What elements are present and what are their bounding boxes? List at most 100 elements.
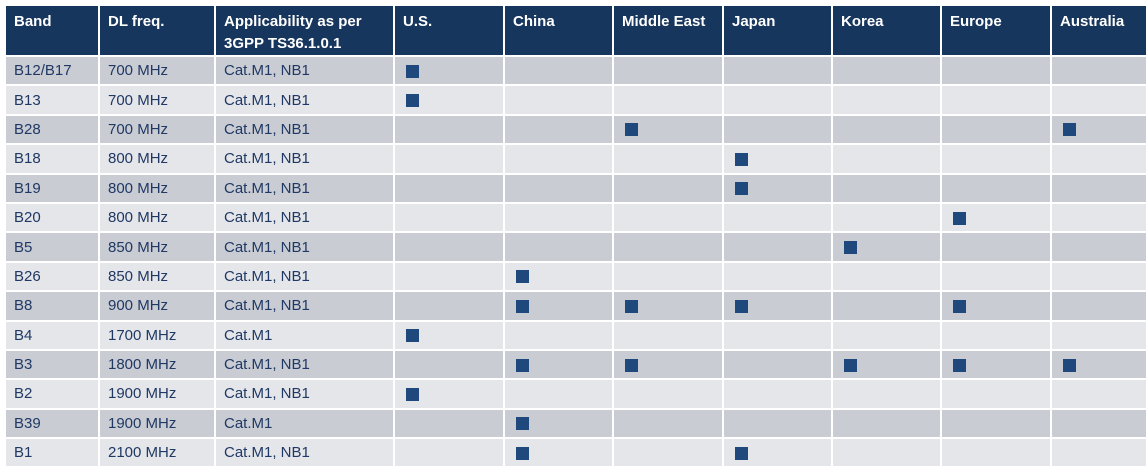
table-row: B5 850 MHz Cat.M1, NB1 — [6, 233, 1146, 261]
region-cell — [833, 115, 940, 144]
table-cell: 1900 MHz — [100, 409, 214, 438]
region-cell — [724, 439, 831, 467]
region-cell — [942, 262, 1050, 291]
region-cell — [614, 86, 722, 114]
region-cell — [614, 174, 722, 202]
region-cell — [1052, 292, 1146, 320]
table-cell: Cat.M1, NB1 — [216, 439, 393, 467]
table-cell: Cat.M1, NB1 — [216, 262, 393, 291]
region-cell — [395, 439, 503, 467]
availability-mark — [406, 94, 419, 108]
region-cell — [614, 380, 722, 408]
table-cell: 800 MHz — [100, 145, 214, 173]
table-cell: 800 MHz — [100, 174, 214, 202]
table-cell: B4 — [6, 321, 98, 349]
column-header: Band — [6, 6, 98, 55]
table-cell: B39 — [6, 409, 98, 438]
region-cell — [614, 321, 722, 349]
region-cell — [724, 292, 831, 320]
region-cell — [395, 86, 503, 114]
column-header: China — [505, 6, 612, 55]
region-cell — [505, 233, 612, 261]
region-cell — [942, 174, 1050, 202]
column-header: Korea — [833, 6, 940, 55]
availability-mark — [844, 358, 857, 372]
region-cell — [724, 321, 831, 349]
table-row: B19 800 MHz Cat.M1, NB1 — [6, 174, 1146, 202]
region-cell — [1052, 380, 1146, 408]
column-header: Australia — [1052, 6, 1146, 55]
region-cell — [505, 321, 612, 349]
region-cell — [505, 115, 612, 144]
table-row: B39 1900 MHz Cat.M1 — [6, 409, 1146, 438]
region-cell — [1052, 174, 1146, 202]
region-cell — [1052, 321, 1146, 349]
region-cell — [395, 57, 503, 85]
region-cell — [395, 145, 503, 173]
region-cell — [1052, 57, 1146, 85]
table-cell: Cat.M1 — [216, 409, 393, 438]
column-header: Japan — [724, 6, 831, 55]
region-cell — [505, 145, 612, 173]
table-row: B1 2100 MHz Cat.M1, NB1 — [6, 439, 1146, 467]
availability-mark — [735, 182, 748, 196]
table-cell: B5 — [6, 233, 98, 261]
region-cell — [505, 203, 612, 232]
table-cell: B12/B17 — [6, 57, 98, 85]
availability-mark — [516, 270, 529, 284]
table-cell: B19 — [6, 174, 98, 202]
availability-mark — [625, 123, 638, 137]
region-cell — [1052, 145, 1146, 173]
table-cell: 850 MHz — [100, 233, 214, 261]
region-cell — [833, 86, 940, 114]
region-cell — [942, 380, 1050, 408]
region-cell — [505, 57, 612, 85]
table-cell: 1900 MHz — [100, 380, 214, 408]
table-cell: B26 — [6, 262, 98, 291]
region-cell — [395, 174, 503, 202]
region-cell — [505, 380, 612, 408]
table-cell: 1800 MHz — [100, 350, 214, 379]
table-cell: 700 MHz — [100, 57, 214, 85]
region-cell — [505, 439, 612, 467]
availability-mark — [953, 299, 966, 313]
region-cell — [505, 262, 612, 291]
region-cell — [724, 174, 831, 202]
region-cell — [1052, 439, 1146, 467]
availability-mark — [406, 329, 419, 343]
table-cell: B8 — [6, 292, 98, 320]
availability-mark — [516, 299, 529, 313]
table-cell: 850 MHz — [100, 262, 214, 291]
region-cell — [724, 203, 831, 232]
table-cell: Cat.M1, NB1 — [216, 203, 393, 232]
region-cell — [614, 292, 722, 320]
region-cell — [614, 409, 722, 438]
region-cell — [614, 57, 722, 85]
availability-mark — [516, 446, 529, 460]
region-cell — [614, 115, 722, 144]
table-row: B2 1900 MHz Cat.M1, NB1 — [6, 380, 1146, 408]
region-cell — [1052, 203, 1146, 232]
region-cell — [833, 262, 940, 291]
region-cell — [833, 203, 940, 232]
region-cell — [505, 292, 612, 320]
table-cell: B20 — [6, 203, 98, 232]
table-cell: Cat.M1, NB1 — [216, 145, 393, 173]
column-header: Middle East — [614, 6, 722, 55]
region-cell — [614, 145, 722, 173]
region-cell — [724, 350, 831, 379]
region-cell — [833, 174, 940, 202]
region-cell — [942, 321, 1050, 349]
table-row: B3 1800 MHz Cat.M1, NB1 — [6, 350, 1146, 379]
table-cell: B3 — [6, 350, 98, 379]
region-cell — [833, 57, 940, 85]
region-cell — [395, 321, 503, 349]
availability-mark — [1063, 123, 1076, 137]
table-cell: B18 — [6, 145, 98, 173]
table-cell: Cat.M1, NB1 — [216, 86, 393, 114]
region-cell — [724, 86, 831, 114]
region-cell — [614, 203, 722, 232]
region-cell — [395, 380, 503, 408]
region-cell — [942, 86, 1050, 114]
